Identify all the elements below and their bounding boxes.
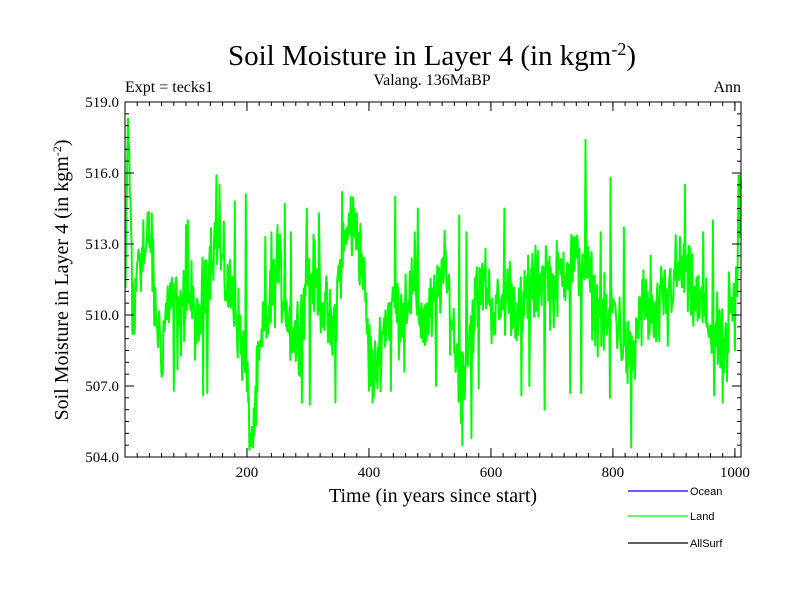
subtitle: Valang. 136MaBP — [373, 72, 490, 89]
legend-label-land: Land — [690, 511, 714, 523]
legend-label-allsurf: AllSurf — [690, 538, 723, 550]
chart-title-close: ) — [626, 40, 636, 72]
series-line-land — [124, 117, 742, 451]
x-tick-label: 200 — [236, 465, 259, 481]
y-tick-label: 519.0 — [85, 95, 119, 111]
y-ticks: 504.0 507.0 510.0 513.0 516.0 519.0 — [85, 95, 741, 466]
legend-label-ocean: Ocean — [690, 486, 722, 498]
y-axis-label: Soil Moisture in Layer 4 (in kgm-2) — [50, 139, 73, 420]
y-axis-label-sup: -2 — [50, 146, 64, 156]
y-tick-label: 507.0 — [85, 379, 119, 395]
y-tick-label: 513.0 — [85, 237, 119, 253]
experiment-label: Expt = tecks1 — [125, 79, 213, 96]
y-tick-label: 510.0 — [85, 308, 119, 324]
chart-title-sup: -2 — [611, 39, 626, 59]
data-series — [124, 117, 742, 451]
period-label: Ann — [713, 79, 741, 96]
plot-area: 504.0 507.0 510.0 513.0 516.0 519.0 200 400 600… — [85, 95, 750, 481]
y-axis-label-main: Soil Moisture in Layer 4 (in kgm — [51, 156, 73, 421]
chart-title: Soil Moisture in Layer 4 (in kgm-2) — [228, 39, 636, 72]
y-axis-label-close: ) — [51, 139, 73, 146]
x-axis-label: Time (in years since start) — [329, 485, 537, 507]
y-tick-label: 504.0 — [85, 450, 119, 466]
legend: Ocean Land AllSurf — [628, 486, 723, 550]
x-tick-label: 800 — [602, 465, 625, 481]
x-tick-label: 400 — [358, 465, 381, 481]
x-ticks: 200 400 600 800 1000 — [124, 102, 750, 481]
x-tick-label: 1000 — [720, 465, 750, 481]
x-tick-label: 600 — [480, 465, 503, 481]
chart-title-main: Soil Moisture in Layer 4 (in kgm — [228, 40, 612, 72]
y-tick-label: 516.0 — [85, 166, 119, 182]
